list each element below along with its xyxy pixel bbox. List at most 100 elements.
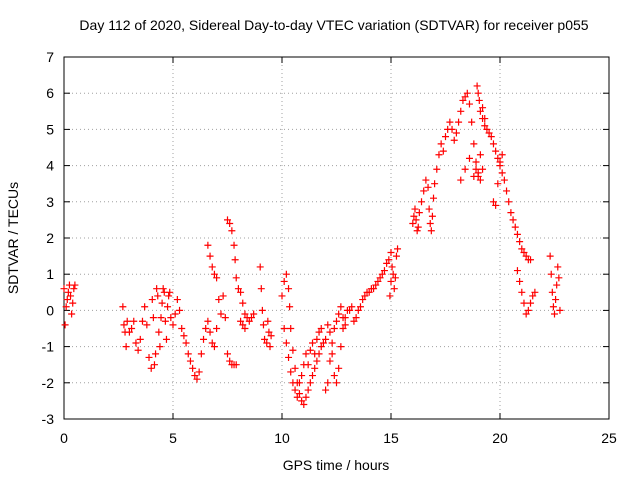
data-point — [549, 303, 557, 311]
data-point — [374, 277, 382, 285]
data-point — [516, 277, 524, 285]
data-point — [439, 147, 447, 155]
data-point — [285, 285, 293, 293]
data-point — [426, 220, 434, 228]
data-point — [476, 176, 484, 184]
data-point — [239, 321, 247, 329]
data-point — [324, 379, 332, 387]
data-point — [226, 357, 234, 365]
data-point — [264, 317, 272, 325]
data-point — [339, 325, 347, 332]
data-point — [176, 306, 184, 314]
data-point — [330, 372, 338, 380]
data-point — [428, 212, 436, 220]
data-point — [522, 310, 530, 318]
data-point — [306, 346, 314, 354]
data-point — [300, 401, 308, 409]
data-point — [520, 299, 528, 307]
y-tick-label: 7 — [46, 49, 54, 65]
data-point — [258, 306, 266, 314]
data-point — [204, 317, 212, 325]
data-point — [335, 310, 343, 318]
data-point — [210, 270, 218, 278]
data-point — [285, 353, 293, 361]
data-point — [386, 292, 394, 300]
plot-frame — [63, 56, 610, 420]
data-point — [552, 296, 560, 304]
data-point — [498, 151, 506, 159]
data-point — [210, 343, 218, 351]
data-point — [520, 248, 528, 256]
data-point — [361, 292, 369, 300]
data-point — [352, 314, 360, 322]
data-point — [474, 169, 482, 177]
data-point — [387, 277, 395, 285]
data-point — [221, 314, 229, 322]
data-point — [122, 343, 130, 351]
data-point — [322, 335, 330, 343]
data-point — [256, 263, 264, 271]
x-axis-label: GPS time / hours — [283, 457, 390, 473]
data-point — [461, 93, 469, 101]
data-point — [165, 292, 173, 300]
data-point — [134, 346, 142, 354]
data-point — [420, 187, 428, 195]
data-point — [224, 350, 231, 358]
data-point — [189, 364, 197, 372]
data-point — [219, 292, 227, 300]
data-point — [208, 263, 216, 271]
data-point — [385, 256, 393, 264]
data-point — [295, 379, 303, 387]
data-point — [167, 314, 175, 322]
data-point — [483, 125, 491, 133]
data-point — [287, 368, 295, 376]
data-point — [180, 332, 188, 340]
data-point — [413, 227, 421, 235]
data-point — [326, 357, 334, 365]
data-point — [197, 350, 205, 358]
data-point — [463, 89, 471, 97]
data-point — [470, 140, 478, 148]
data-point — [125, 328, 133, 336]
data-point — [237, 288, 245, 296]
y-tick-label: 3 — [46, 194, 54, 210]
data-point — [278, 292, 286, 300]
x-tick-label: 20 — [492, 430, 508, 446]
data-point — [313, 357, 321, 365]
data-point — [280, 277, 288, 285]
data-point — [60, 285, 68, 293]
data-point — [410, 212, 418, 220]
data-point — [130, 317, 138, 325]
data-point — [394, 245, 402, 253]
data-point — [431, 180, 439, 188]
data-point — [507, 209, 515, 217]
data-point — [71, 281, 79, 289]
x-tick-label: 10 — [274, 430, 290, 446]
data-point — [435, 151, 443, 159]
data-point — [390, 285, 398, 293]
data-point — [492, 201, 500, 209]
data-point — [263, 339, 271, 347]
data-point — [455, 118, 463, 126]
data-point — [234, 285, 242, 293]
data-point — [230, 241, 238, 249]
data-point — [489, 198, 497, 206]
data-point — [295, 390, 303, 398]
data-point — [298, 372, 306, 380]
data-point — [409, 220, 417, 228]
data-point — [341, 321, 349, 329]
data-point — [206, 328, 214, 336]
data-point — [524, 306, 532, 314]
data-point — [195, 368, 203, 376]
data-point — [415, 209, 423, 217]
y-tick-label: -2 — [42, 375, 55, 391]
data-point — [119, 303, 127, 311]
y-tick-label: 2 — [46, 230, 54, 246]
data-point — [63, 296, 71, 304]
y-tick-label: 4 — [46, 158, 54, 174]
data-point — [150, 361, 158, 369]
data-point — [145, 353, 153, 361]
data-point — [169, 321, 177, 329]
data-point — [293, 393, 301, 401]
data-point — [337, 303, 345, 311]
